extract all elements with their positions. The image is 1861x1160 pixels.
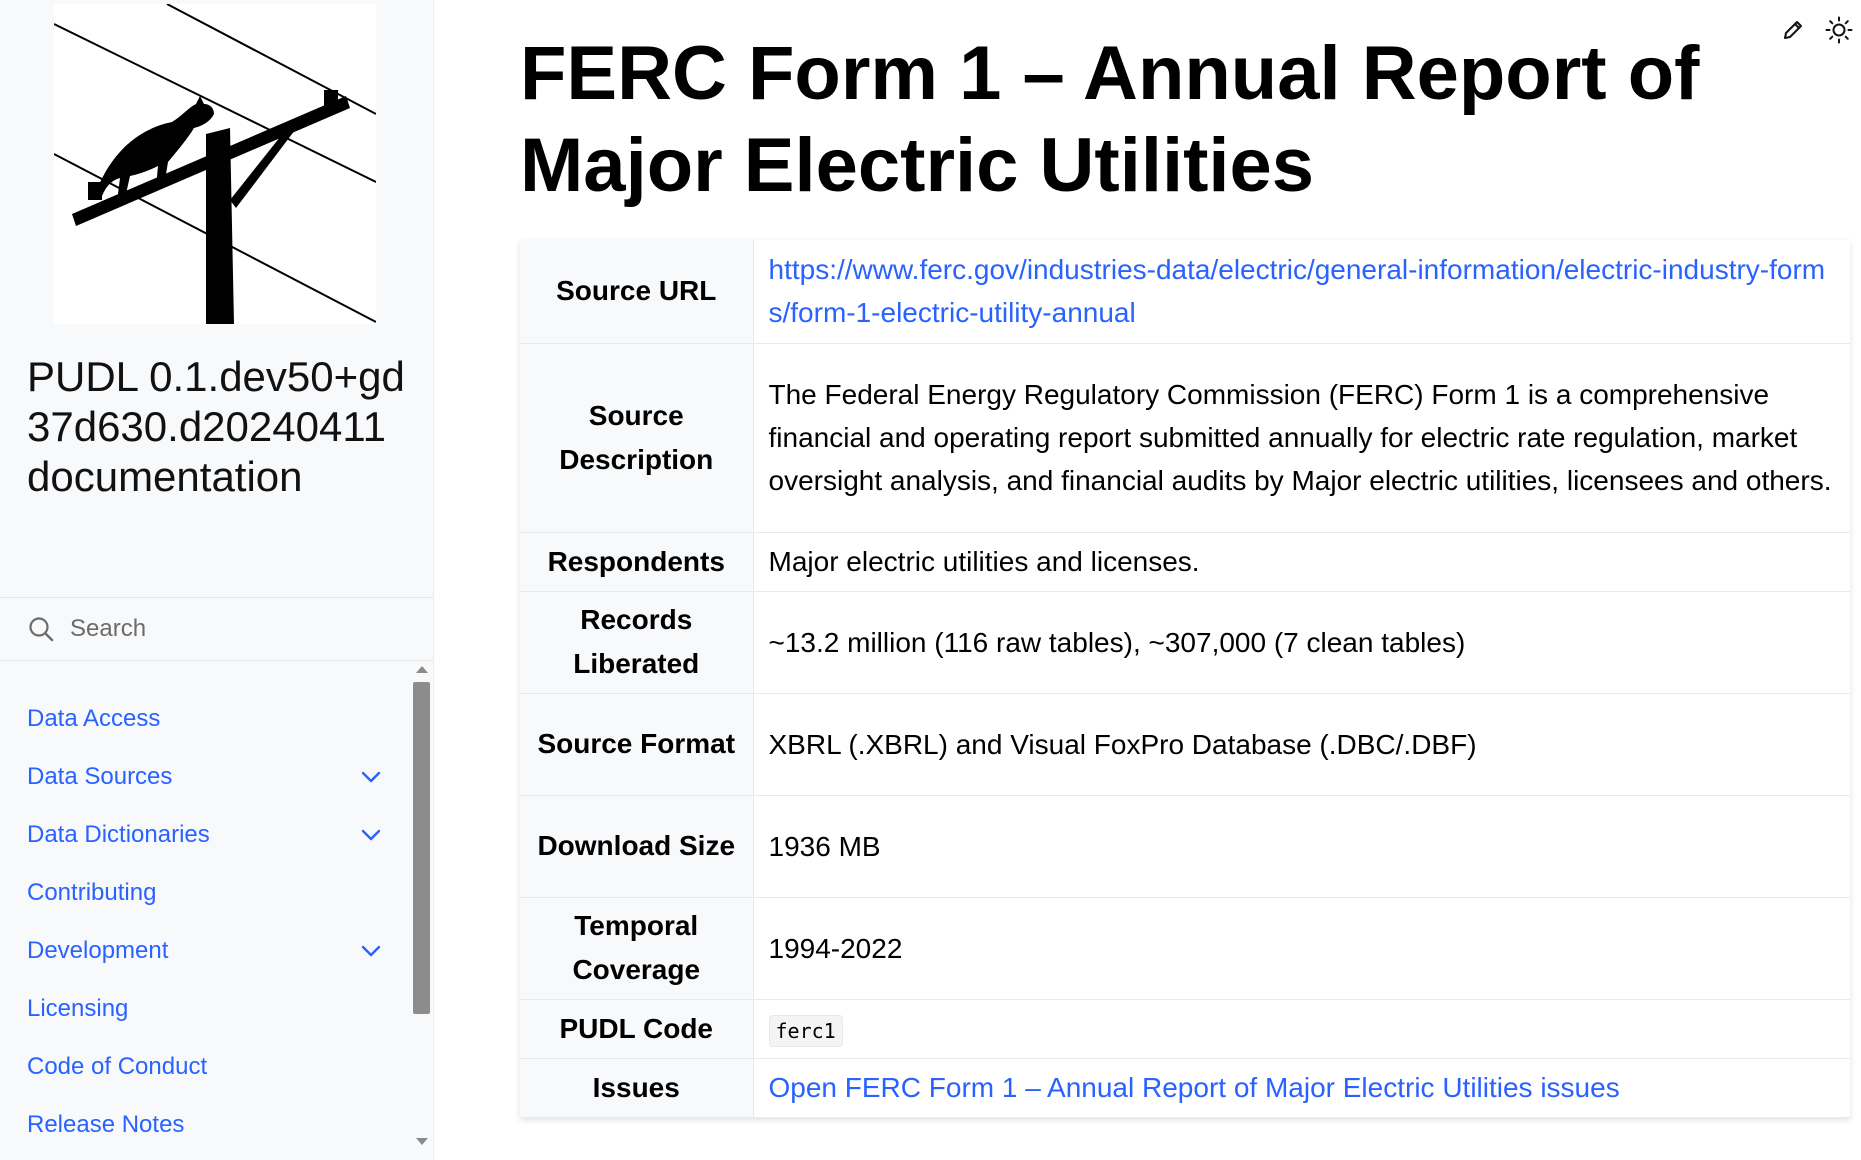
scrollbar-thumb[interactable] [413, 682, 430, 1014]
row-value-temporal-coverage: 1994-2022 [768, 932, 903, 964]
table-row: Source URL https://www.ferc.gov/industri… [520, 240, 1850, 343]
source-info-table: Source URL https://www.ferc.gov/industri… [520, 240, 1850, 1118]
row-value-records-liberated: ~13.2 million (116 raw tables), ~307,000… [768, 626, 1466, 658]
pudl-logo[interactable] [54, 4, 376, 324]
edit-icon[interactable] [1779, 16, 1807, 44]
sidebar-item-data-access[interactable]: Data Access [0, 690, 410, 748]
row-value-source-format: XBRL (.XBRL) and Visual FoxPro Database … [768, 728, 1477, 760]
table-row: Source Description The Federal Energy Re… [520, 343, 1850, 532]
chevron-down-icon[interactable] [360, 770, 382, 784]
sidebar-item-label: Licensing [27, 995, 129, 1022]
row-label-issues: Issues [520, 1058, 754, 1117]
pudl-code-literal: ferc1 [768, 1014, 843, 1047]
sidebar-item-label: Data Dictionaries [27, 821, 210, 848]
row-value-issues: Open FERC Form 1 – Annual Report of Majo… [753, 1058, 1850, 1117]
header-actions [1779, 16, 1853, 44]
source-url-link[interactable]: https://www.ferc.gov/industries-data/ele… [768, 254, 1826, 329]
row-value-source-url: https://www.ferc.gov/industries-data/ele… [753, 240, 1850, 343]
sidebar-item-data-dictionaries[interactable]: Data Dictionaries [0, 806, 410, 864]
table-row: Respondents Major electric utilities and… [520, 532, 1850, 591]
sidebar-item-data-sources[interactable]: Data Sources [0, 748, 410, 806]
sidebar-item-release-notes[interactable]: Release Notes [0, 1096, 410, 1154]
search-icon [29, 617, 54, 642]
sidebar-item-development[interactable]: Development [0, 922, 410, 980]
row-value-pudl-code: ferc1 [753, 999, 1850, 1058]
row-label-respondents: Respondents [520, 532, 754, 591]
row-label-download-size: Download Size [520, 795, 754, 897]
sidebar-item-licensing[interactable]: Licensing [0, 980, 410, 1038]
sidebar-item-label: Development [27, 937, 169, 964]
chevron-down-icon[interactable] [360, 944, 382, 958]
logo-image [54, 4, 376, 324]
table-row: Source Format XBRL (.XBRL) and Visual Fo… [520, 693, 1850, 795]
table-row: Temporal Coverage 1994-2022 [520, 897, 1850, 999]
search-input[interactable]: Search [0, 597, 433, 661]
row-label-temporal-coverage: Temporal Coverage [520, 897, 754, 999]
sidebar-item-label: Code of Conduct [27, 1053, 208, 1080]
table-row: Download Size 1936 MB [520, 795, 1850, 897]
project-title[interactable]: PUDL 0.1.dev50+gd37d630.d20240411 docume… [27, 353, 405, 500]
issues-link[interactable]: Open FERC Form 1 – Annual Report of Majo… [768, 1072, 1620, 1103]
row-value-source-description: The Federal Energy Regulatory Commission… [768, 379, 1832, 496]
row-value-respondents: Major electric utilities and licenses. [768, 546, 1200, 577]
sidebar-item-label: Release Notes [27, 1111, 185, 1138]
row-label-source-url: Source URL [520, 240, 754, 343]
scroll-up-arrow-icon[interactable] [416, 666, 428, 673]
sidebar-item-label: Data Sources [27, 763, 173, 790]
sidebar-item-code-of-conduct[interactable]: Code of Conduct [0, 1038, 410, 1096]
sidebar-scrollbar[interactable] [412, 664, 432, 1160]
theme-toggle-icon[interactable] [1825, 16, 1853, 44]
chevron-down-icon[interactable] [360, 828, 382, 842]
row-label-pudl-code: PUDL Code [520, 999, 754, 1058]
row-label-source-format: Source Format [520, 693, 754, 795]
sidebar: PUDL 0.1.dev50+gd37d630.d20240411 docume… [0, 0, 434, 1160]
sidebar-nav: Data Access Data Sources Data Dictionari… [0, 690, 410, 1154]
page-title: FERC Form 1 – Annual Report of Major Ele… [520, 31, 1700, 208]
row-value-download-size: 1936 MB [768, 830, 881, 862]
row-label-source-description: Source Description [520, 343, 754, 532]
scroll-down-arrow-icon[interactable] [416, 1138, 428, 1145]
row-label-records-liberated: Records Liberated [520, 591, 754, 693]
table-row: PUDL Code ferc1 [520, 999, 1850, 1058]
table-row: Records Liberated ~13.2 million (116 raw… [520, 591, 1850, 693]
table-row: Issues Open FERC Form 1 – Annual Report … [520, 1058, 1850, 1117]
search-placeholder: Search [70, 615, 147, 642]
sidebar-item-contributing[interactable]: Contributing [0, 864, 410, 922]
sidebar-item-label: Data Access [27, 705, 161, 732]
sidebar-item-label: Contributing [27, 879, 157, 906]
